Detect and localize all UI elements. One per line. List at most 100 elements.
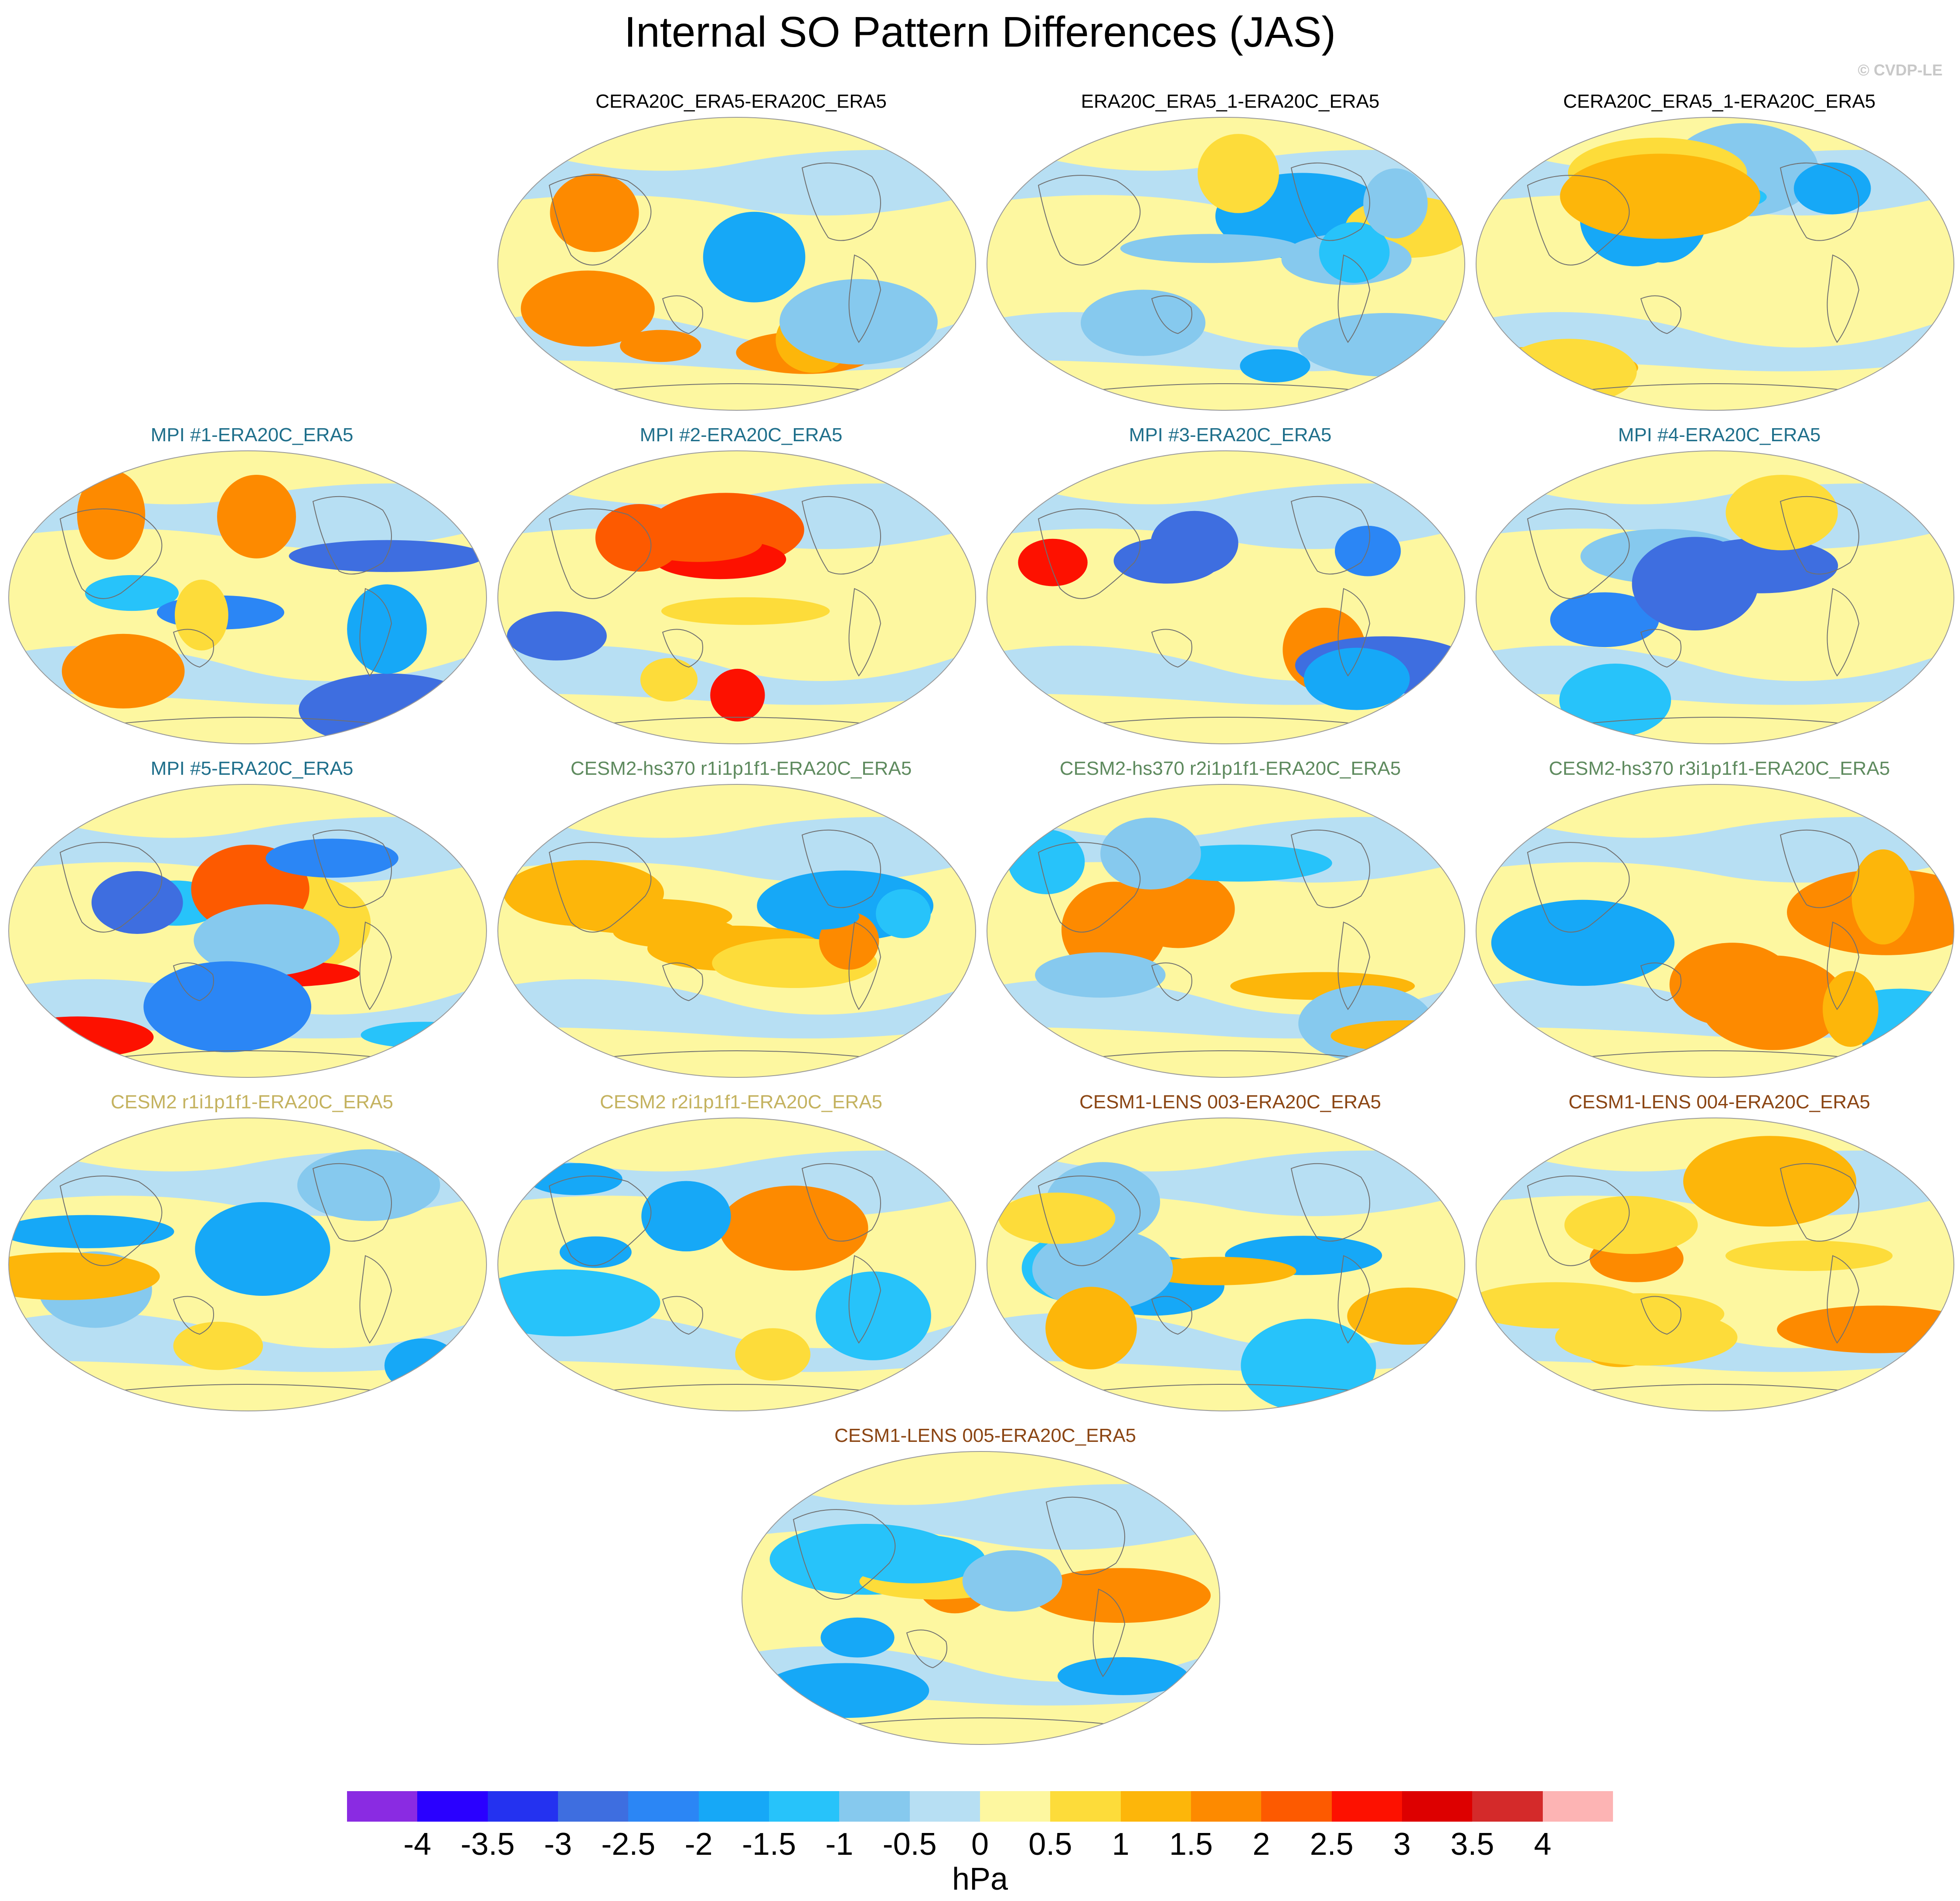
anomaly-contour bbox=[384, 1338, 460, 1393]
anomaly-contour bbox=[1045, 1287, 1137, 1370]
colorbar-box bbox=[980, 1791, 1051, 1822]
robinson-map bbox=[8, 784, 487, 1078]
map-border bbox=[497, 1117, 976, 1411]
anomaly-contour bbox=[1081, 290, 1206, 356]
colorbar-tick-label: 3 bbox=[1393, 1827, 1411, 1862]
anomaly-contour bbox=[762, 1663, 929, 1718]
anomaly-contour bbox=[507, 611, 607, 661]
map-border bbox=[987, 117, 1465, 411]
anomaly-contour bbox=[1851, 849, 1915, 945]
anomaly-contour bbox=[498, 1269, 660, 1336]
anomaly-contour bbox=[297, 1149, 440, 1221]
colorbar-box bbox=[1050, 1791, 1121, 1822]
anomaly-contour bbox=[194, 904, 340, 976]
coastline bbox=[1527, 162, 1860, 391]
map-border bbox=[8, 1117, 487, 1411]
anomaly-contour bbox=[1334, 525, 1401, 576]
anomaly-contour bbox=[1100, 818, 1201, 890]
colorbar-box bbox=[698, 1791, 769, 1822]
map-border bbox=[497, 450, 976, 744]
anomaly-contour bbox=[774, 903, 860, 930]
colorbar-tick-label: 4 bbox=[1534, 1827, 1552, 1862]
map-panel: CESM2-hs370 r1i1p1f1-ERA20C_ERA5 bbox=[497, 756, 985, 1092]
colorbar-tick-label: 0.5 bbox=[1028, 1827, 1072, 1862]
panel-title: MPI #1-ERA20C_ERA5 bbox=[150, 424, 354, 446]
coastline bbox=[59, 1163, 392, 1391]
anomaly-contour bbox=[815, 1271, 931, 1360]
anomaly-contour bbox=[661, 597, 830, 625]
anomaly-contour bbox=[1559, 664, 1671, 737]
panel-title: MPI #2-ERA20C_ERA5 bbox=[640, 424, 843, 446]
coastline bbox=[59, 829, 392, 1058]
anomaly-contour bbox=[1057, 1657, 1188, 1695]
panel-title: CERA20C_ERA5-ERA20C_ERA5 bbox=[595, 91, 887, 112]
robinson-map bbox=[742, 1451, 1220, 1745]
anomaly-contour bbox=[550, 173, 639, 252]
colorbar-box bbox=[1472, 1791, 1543, 1822]
colorbar-box bbox=[909, 1791, 980, 1822]
anomaly-contour bbox=[1198, 134, 1279, 213]
anomaly-contour bbox=[503, 860, 664, 927]
watermark: © CVDP-LE bbox=[1858, 61, 1943, 79]
map-panel: CESM2 r2i1p1f1-ERA20C_ERA5 bbox=[497, 1090, 985, 1426]
anomaly-contour bbox=[1632, 537, 1759, 631]
panel-title: CESM2-hs370 r1i1p1f1-ERA20C_ERA5 bbox=[570, 758, 912, 779]
colorbar-box bbox=[628, 1791, 699, 1822]
anomaly-contour bbox=[1501, 338, 1637, 405]
robinson-map bbox=[497, 450, 976, 744]
colorbar-tick-label: 2 bbox=[1252, 1827, 1270, 1862]
coastline bbox=[1038, 1163, 1371, 1391]
coastline bbox=[1527, 496, 1860, 724]
robinson-map bbox=[1476, 784, 1954, 1078]
anomaly-contour bbox=[1491, 899, 1675, 986]
anomaly-contour bbox=[1550, 592, 1659, 647]
map-panel: CESM1-LENS 005-ERA20C_ERA5 bbox=[741, 1424, 1229, 1759]
panel-title: CESM2-hs370 r3i1p1f1-ERA20C_ERA5 bbox=[1548, 758, 1890, 779]
colorbar-box bbox=[769, 1791, 840, 1822]
anomaly-contour bbox=[641, 1181, 731, 1252]
map-border bbox=[1476, 1117, 1954, 1411]
map-border bbox=[8, 450, 487, 744]
coastline bbox=[1038, 829, 1371, 1058]
coastline bbox=[548, 496, 881, 724]
anomaly-contour bbox=[559, 1236, 632, 1268]
panel-title: MPI #3-ERA20C_ERA5 bbox=[1129, 424, 1332, 446]
panel-title: MPI #5-ERA20C_ERA5 bbox=[150, 758, 354, 779]
figure-title: Internal SO Pattern Differences (JAS) bbox=[624, 8, 1336, 56]
colorbar-tick-label: -3 bbox=[544, 1827, 572, 1862]
anomaly-contour bbox=[1303, 647, 1410, 710]
anomaly-contour bbox=[217, 474, 296, 559]
anomaly-contour bbox=[1725, 474, 1838, 551]
panel-title: MPI #4-ERA20C_ERA5 bbox=[1618, 424, 1821, 446]
robinson-map bbox=[987, 450, 1465, 744]
map-panel: CESM1-LENS 003-ERA20C_ERA5 bbox=[986, 1090, 1474, 1426]
anomaly-contour bbox=[1793, 162, 1871, 215]
panel-title: CESM2 r2i1p1f1-ERA20C_ERA5 bbox=[599, 1091, 883, 1113]
anomaly-contour bbox=[1560, 153, 1760, 239]
colorbar-box bbox=[558, 1791, 629, 1822]
colorbar-box bbox=[1402, 1791, 1473, 1822]
robinson-map bbox=[987, 784, 1465, 1078]
coastline bbox=[548, 1163, 881, 1391]
colorbar-box bbox=[417, 1791, 488, 1822]
map-panel: MPI #3-ERA20C_ERA5 bbox=[986, 423, 1474, 759]
colorbar-box bbox=[1261, 1791, 1332, 1822]
map-border bbox=[8, 784, 487, 1078]
anomaly-contour bbox=[735, 1328, 811, 1381]
map-panel: MPI #5-ERA20C_ERA5 bbox=[8, 756, 496, 1092]
anomaly-contour bbox=[521, 270, 655, 347]
colorbar-tick-label: -4 bbox=[403, 1827, 432, 1862]
colorbar-box bbox=[487, 1791, 558, 1822]
colorbar-tick-label: -0.5 bbox=[882, 1827, 937, 1862]
robinson-map bbox=[987, 1117, 1465, 1411]
robinson-map bbox=[1476, 1117, 1954, 1411]
robinson-map bbox=[8, 1117, 487, 1411]
map-panel: ERA20C_ERA5_1-ERA20C_ERA5 bbox=[986, 89, 1474, 425]
anomaly-contour bbox=[9, 1215, 174, 1248]
anomaly-contour bbox=[1347, 1287, 1465, 1345]
map-panel: CERA20C_ERA5_1-ERA20C_ERA5 bbox=[1475, 89, 1960, 425]
colorbar-units: hPa bbox=[952, 1862, 1008, 1897]
anomaly-contour bbox=[820, 1617, 895, 1658]
map-border bbox=[742, 1451, 1220, 1745]
anomaly-contour bbox=[1319, 222, 1390, 283]
